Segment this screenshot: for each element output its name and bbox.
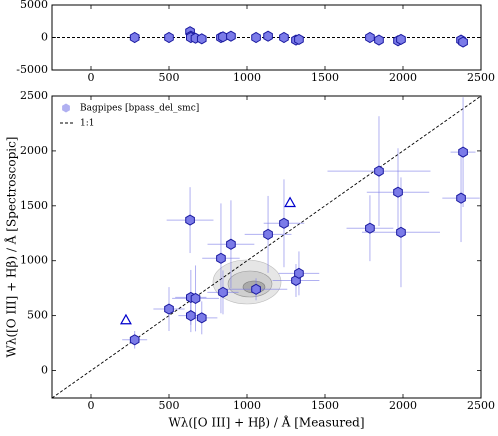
point bbox=[393, 186, 403, 198]
one-to-one-line bbox=[52, 96, 481, 398]
point bbox=[279, 31, 289, 44]
point bbox=[294, 267, 304, 279]
point bbox=[456, 192, 466, 204]
point bbox=[218, 31, 228, 43]
point bbox=[365, 222, 375, 234]
x-tick-label: 2500 bbox=[467, 71, 495, 84]
x-tick-label: 1000 bbox=[233, 71, 261, 84]
point bbox=[129, 334, 140, 346]
y-tick-label: 500 bbox=[27, 309, 48, 322]
point bbox=[251, 31, 261, 44]
point bbox=[396, 226, 406, 238]
axes-frame bbox=[51, 95, 482, 399]
x-tick-label: 0 bbox=[88, 71, 95, 84]
point bbox=[216, 252, 226, 264]
y-tick-label: 2000 bbox=[20, 144, 48, 157]
point bbox=[374, 34, 384, 46]
point bbox=[284, 196, 297, 208]
density-contours bbox=[212, 259, 282, 305]
y-axis-label: Wλ([O III] + Hβ) / Å [Spectroscopic] bbox=[4, 137, 19, 358]
x-tick-label: 1000 bbox=[233, 399, 261, 412]
x-tick-label: 2000 bbox=[389, 71, 417, 84]
plot-area bbox=[52, 26, 481, 48]
point bbox=[294, 33, 304, 46]
x-tick-label: 2500 bbox=[467, 399, 495, 412]
y-tick-label: 0 bbox=[41, 31, 48, 44]
x-axis-label: Wλ([O III] + Hβ) / Å [Measured] bbox=[168, 415, 364, 430]
point bbox=[458, 36, 468, 48]
point bbox=[374, 165, 384, 177]
point bbox=[226, 30, 236, 42]
point bbox=[218, 286, 228, 298]
plot-area bbox=[52, 96, 481, 398]
point bbox=[263, 228, 273, 240]
point bbox=[396, 33, 406, 46]
point bbox=[164, 31, 174, 44]
y-tick-label: 0 bbox=[41, 364, 48, 377]
point bbox=[196, 312, 207, 324]
point bbox=[196, 33, 207, 45]
x-tick-label: 500 bbox=[159, 71, 180, 84]
x-tick-label: 1500 bbox=[311, 71, 339, 84]
point bbox=[164, 303, 174, 315]
x-tick-label: 1500 bbox=[311, 399, 339, 412]
point bbox=[365, 31, 375, 44]
legend-label: Bagpipes [bpass_del_smc] bbox=[80, 104, 199, 114]
legend-marker bbox=[62, 103, 70, 113]
x-tick-label: 2000 bbox=[389, 399, 417, 412]
point bbox=[190, 292, 201, 304]
point bbox=[186, 310, 196, 322]
legend-label: 1:1 bbox=[80, 119, 94, 129]
x-tick-label: 0 bbox=[88, 399, 95, 412]
y-tick-label: 5000 bbox=[20, 0, 48, 11]
point bbox=[263, 30, 273, 42]
y-tick-label: -5000 bbox=[16, 63, 48, 76]
point bbox=[226, 238, 236, 250]
y-tick-label: 1500 bbox=[20, 199, 48, 212]
y-tick-label: 1000 bbox=[20, 254, 48, 267]
point bbox=[279, 217, 289, 229]
x-tick-label: 500 bbox=[159, 399, 180, 412]
point bbox=[458, 146, 468, 158]
point bbox=[251, 283, 261, 295]
point bbox=[119, 313, 132, 325]
point bbox=[185, 214, 195, 226]
point bbox=[129, 31, 140, 44]
y-tick-label: 2500 bbox=[20, 89, 48, 102]
